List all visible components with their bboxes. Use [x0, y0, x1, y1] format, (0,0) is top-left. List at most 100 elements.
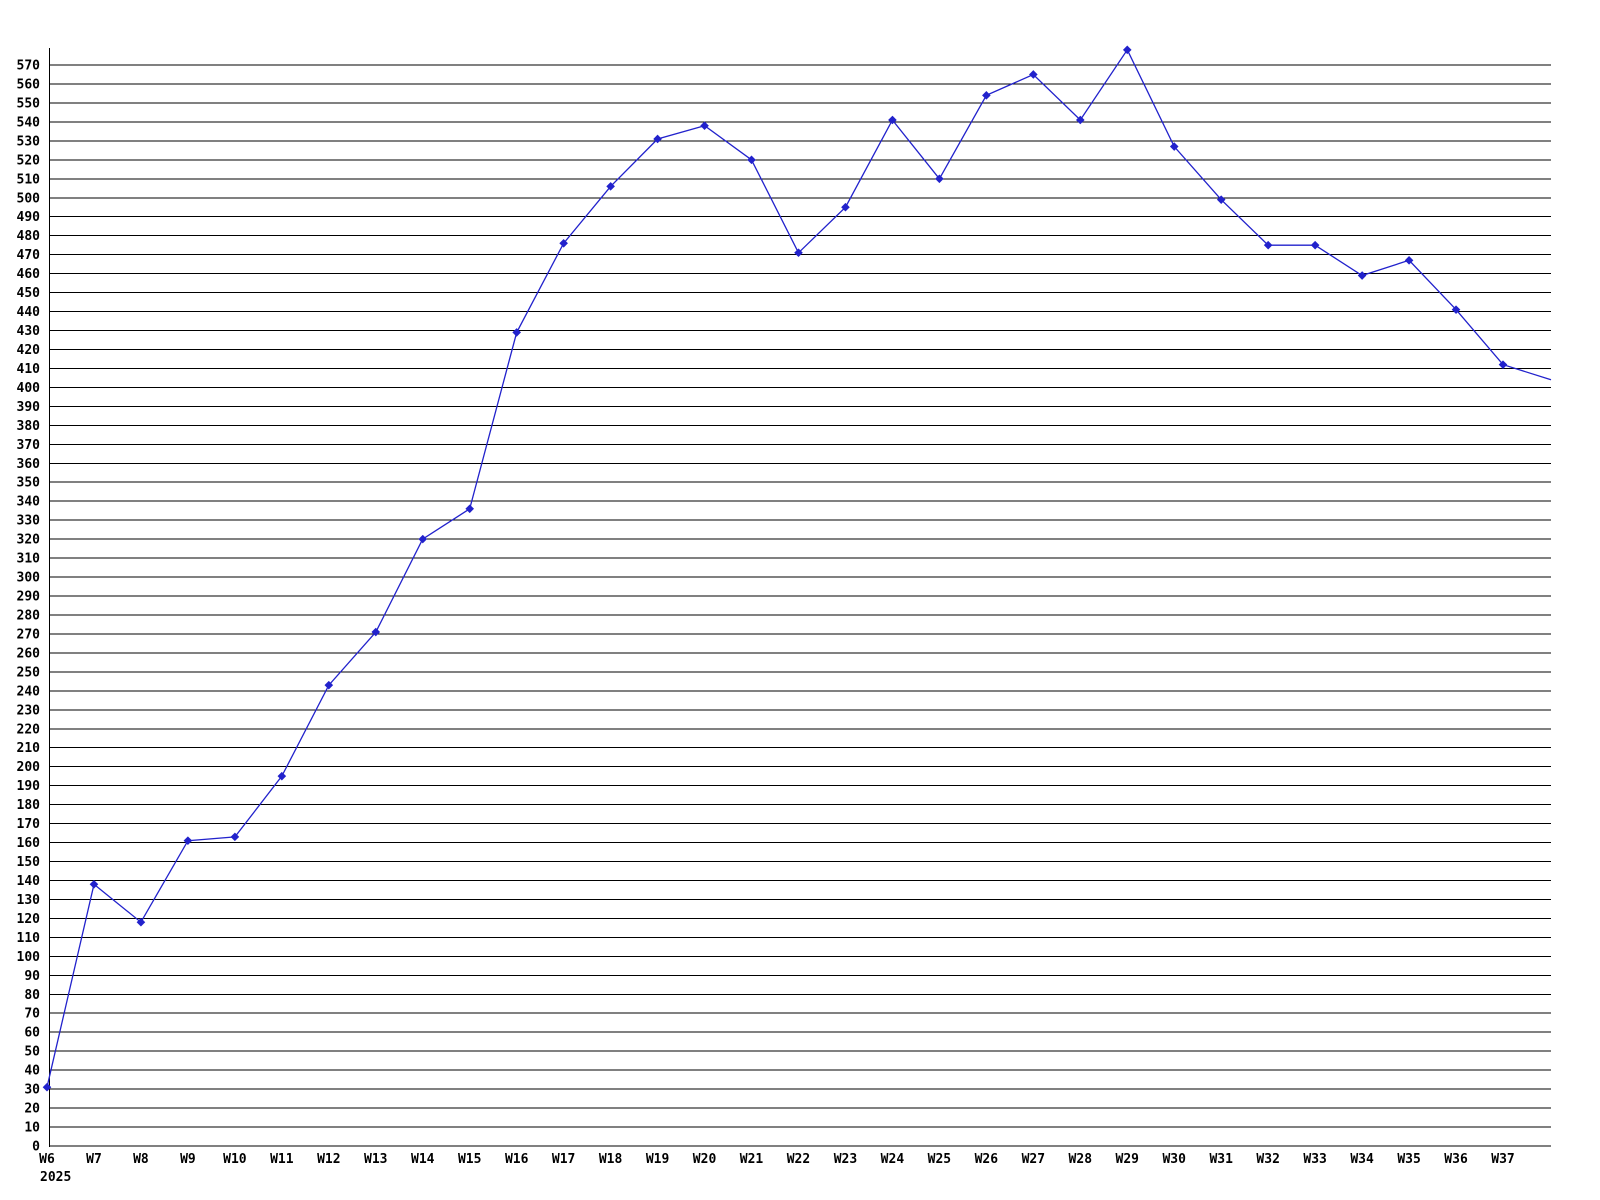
data-point-marker	[1029, 70, 1038, 79]
data-point-marker	[1075, 115, 1085, 125]
y-tick-label: 430	[17, 324, 41, 339]
y-tick-label: 30	[24, 1083, 40, 1098]
x-tick-label: W34	[1350, 1152, 1374, 1167]
x-tick-label: W35	[1397, 1152, 1420, 1167]
y-tick-label: 70	[24, 1007, 40, 1022]
y-tick-label: 450	[17, 286, 41, 301]
x-tick-label: W9	[180, 1152, 196, 1167]
y-tick-label: 490	[17, 210, 41, 225]
x-tick-label: W12	[317, 1152, 340, 1167]
y-tick-label: 20	[24, 1102, 40, 1117]
x-axis-year-label: 2025	[40, 1170, 71, 1185]
y-tick-label: 120	[17, 912, 41, 927]
y-tick-label: 300	[17, 571, 41, 586]
data-point-marker	[1216, 195, 1226, 204]
x-tick-label: W29	[1116, 1152, 1139, 1167]
data-point-marker	[1310, 240, 1320, 250]
x-tick-label: W32	[1256, 1152, 1279, 1167]
y-tick-label: 180	[17, 798, 41, 813]
y-tick-label: 170	[17, 817, 41, 832]
y-tick-label: 140	[17, 874, 41, 889]
data-point-marker	[465, 504, 475, 514]
data-point-marker	[653, 134, 662, 144]
y-tick-label: 90	[24, 969, 40, 984]
x-tick-label: W11	[270, 1152, 294, 1167]
data-point-marker	[700, 121, 709, 130]
data-point-marker	[935, 174, 944, 184]
y-tick-label: 150	[17, 855, 41, 870]
x-tick-label: W15	[458, 1152, 481, 1167]
data-point-marker	[183, 836, 193, 845]
x-tick-label: W22	[787, 1152, 810, 1167]
data-point-marker	[512, 328, 521, 337]
x-tick-label: W36	[1444, 1152, 1468, 1167]
x-tick-label: W28	[1069, 1152, 1093, 1167]
y-tick-label: 10	[24, 1121, 40, 1136]
y-tick-label: 530	[17, 134, 41, 149]
x-tick-label: W31	[1209, 1152, 1233, 1167]
x-tick-label: W23	[834, 1152, 857, 1167]
data-point-marker	[230, 832, 240, 842]
y-tick-label: 200	[17, 760, 41, 775]
x-tick-label: W24	[881, 1152, 905, 1167]
y-tick-label: 80	[24, 988, 40, 1003]
data-point-marker	[559, 238, 568, 248]
data-point-marker	[1451, 305, 1461, 314]
y-tick-label: 550	[17, 96, 41, 111]
y-tick-label: 50	[24, 1045, 40, 1060]
data-point-marker	[42, 1082, 52, 1092]
y-tick-label: 400	[17, 381, 41, 396]
y-tick-label: 290	[17, 590, 41, 605]
data-point-marker	[1404, 256, 1414, 265]
y-tick-label: 440	[17, 305, 41, 320]
y-tick-label: 190	[17, 779, 41, 794]
y-tick-label: 560	[17, 77, 41, 92]
x-tick-label: W10	[223, 1152, 247, 1167]
y-tick-label: 500	[17, 191, 41, 206]
x-tick-label: W25	[928, 1152, 951, 1167]
y-tick-label: 420	[17, 343, 41, 358]
x-tick-label: W14	[411, 1152, 435, 1167]
y-tick-label: 220	[17, 722, 41, 737]
data-point-marker	[1169, 142, 1179, 151]
x-tick-label: W19	[646, 1152, 669, 1167]
data-point-marker	[324, 680, 334, 690]
y-tick-label: 520	[17, 153, 41, 168]
x-tick-label: W8	[133, 1152, 149, 1167]
x-tick-label: W17	[552, 1152, 575, 1167]
y-tick-label: 210	[17, 741, 41, 756]
y-tick-label: 110	[17, 931, 41, 946]
y-tick-label: 270	[17, 627, 41, 642]
y-tick-label: 280	[17, 608, 41, 623]
y-tick-label: 470	[17, 248, 41, 263]
x-tick-label: W20	[693, 1152, 717, 1167]
y-tick-label: 370	[17, 438, 41, 453]
x-tick-label: W13	[364, 1152, 387, 1167]
y-tick-label: 230	[17, 703, 41, 718]
y-tick-label: 380	[17, 419, 41, 434]
y-tick-label: 310	[17, 552, 41, 567]
y-tick-label: 320	[17, 533, 41, 548]
y-tick-label: 160	[17, 836, 41, 851]
y-tick-label: 40	[24, 1064, 40, 1079]
y-tick-label: 330	[17, 514, 41, 529]
x-tick-label: W6	[39, 1152, 55, 1167]
y-tick-label: 130	[17, 893, 41, 908]
y-tick-label: 540	[17, 115, 41, 130]
y-tick-label: 350	[17, 476, 41, 491]
data-point-marker	[1263, 240, 1273, 250]
x-tick-label: W18	[599, 1152, 623, 1167]
y-tick-label: 260	[17, 646, 41, 661]
data-point-marker	[418, 534, 428, 544]
y-tick-label: 360	[17, 457, 41, 472]
data-point-marker	[841, 202, 850, 212]
data-point-marker	[89, 879, 99, 889]
y-tick-label: 390	[17, 400, 41, 415]
data-point-marker	[1498, 360, 1508, 369]
y-tick-label: 250	[17, 665, 41, 680]
data-point-marker	[371, 627, 381, 637]
data-point-marker	[794, 248, 803, 258]
y-tick-label: 570	[17, 59, 41, 74]
